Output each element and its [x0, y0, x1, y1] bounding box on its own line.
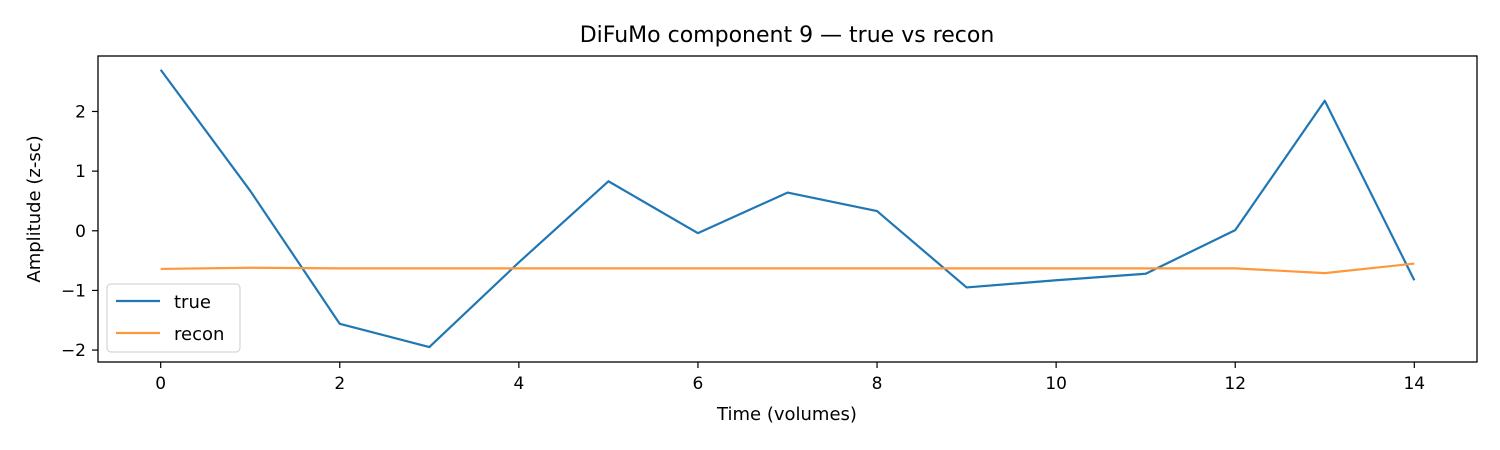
x-tick-label: 10: [1045, 374, 1067, 394]
series-line-recon: [160, 262, 1415, 275]
y-tick-label: 1: [75, 162, 86, 182]
legend-label-true: true: [174, 292, 211, 313]
y-tick-label: −2: [61, 341, 86, 361]
x-tick-label: 8: [872, 374, 883, 394]
x-tick-label: 6: [693, 374, 704, 394]
series-line-true: [159, 69, 1416, 349]
series-layer: [159, 69, 1416, 349]
y-axis-label: Amplitude (z-sc): [24, 135, 45, 282]
y-tick-label: 2: [75, 102, 86, 122]
chart-title: DiFuMo component 9 — true vs recon: [580, 23, 995, 48]
x-tick-label: 12: [1224, 374, 1246, 394]
plot-area-frame: [97, 55, 1478, 363]
x-tick-label: 2: [334, 374, 345, 394]
x-axis-label: Time (volumes): [716, 404, 857, 425]
x-axis-ticks: 0 2 4 6 8 10 12 14: [155, 362, 1425, 394]
y-axis-ticks: −2 −1 0 1 2: [61, 102, 98, 361]
x-tick-label: 0: [155, 374, 166, 394]
legend: true recon: [106, 283, 241, 353]
y-tick-label: −1: [61, 281, 86, 301]
legend-label-recon: recon: [174, 324, 224, 345]
x-tick-label: 14: [1403, 374, 1425, 394]
y-tick-label: 0: [75, 222, 86, 242]
x-tick-label: 4: [513, 374, 524, 394]
